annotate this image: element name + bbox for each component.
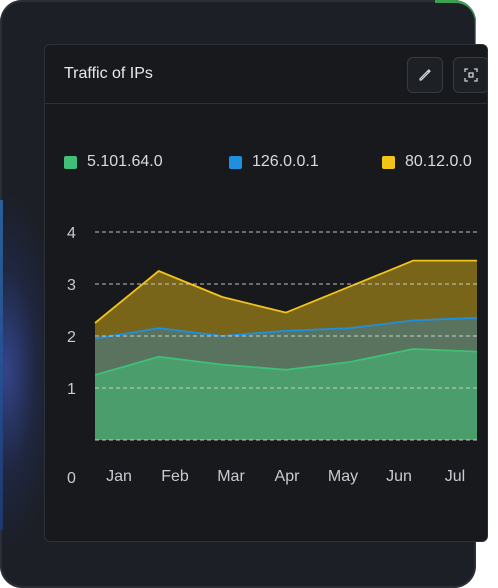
legend-label: 5.101.64.0 (87, 153, 163, 170)
edit-button[interactable] (407, 57, 443, 93)
y-tick-label: 3 (67, 277, 76, 294)
area-chart: 0 1 2 3 4 Jan Feb Mar Apr May Jun Jul (67, 225, 478, 487)
x-tick-label: Jun (386, 468, 412, 485)
y-tick-label: 1 (67, 381, 76, 398)
legend-item-series-3[interactable]: 80.12.0.0 (382, 153, 472, 171)
legend-item-series-1[interactable]: 5.101.64.0 (64, 153, 163, 171)
legend-label: 80.12.0.0 (405, 153, 472, 170)
x-tick-label: Jul (445, 468, 465, 485)
legend-swatch (382, 155, 395, 169)
line-series-3 (94, 259, 477, 324)
y-tick-label: 0 (67, 470, 76, 487)
x-tick-label: Apr (275, 468, 301, 485)
chart-legend: 5.101.64.0 126.0.0.1 80.12.0.0 (45, 153, 487, 173)
card-title: Traffic of IPs (64, 65, 153, 82)
traffic-chart-card: Traffic of IPs 5.101.64.0 126.0.0.1 80.1… (44, 44, 488, 542)
x-tick-label: Mar (217, 468, 245, 485)
line-series-2 (94, 316, 478, 340)
x-tick-label: Jan (106, 468, 132, 485)
x-tick-label: May (328, 468, 358, 485)
line-series-1 (94, 348, 478, 376)
legend-swatch (229, 155, 242, 169)
frame-edge (0, 200, 3, 530)
card-header: Traffic of IPs (45, 45, 487, 104)
legend-label: 126.0.0.1 (252, 153, 319, 170)
focus-frame-icon (464, 68, 478, 82)
area-fill-series-1 (95, 349, 477, 440)
pencil-icon (419, 69, 431, 81)
y-tick-label: 4 (67, 225, 76, 242)
expand-button[interactable] (453, 57, 487, 93)
x-tick-label: Feb (161, 468, 189, 485)
legend-swatch (64, 155, 77, 169)
legend-item-series-2[interactable]: 126.0.0.1 (229, 153, 319, 171)
y-tick-label: 2 (67, 329, 76, 346)
